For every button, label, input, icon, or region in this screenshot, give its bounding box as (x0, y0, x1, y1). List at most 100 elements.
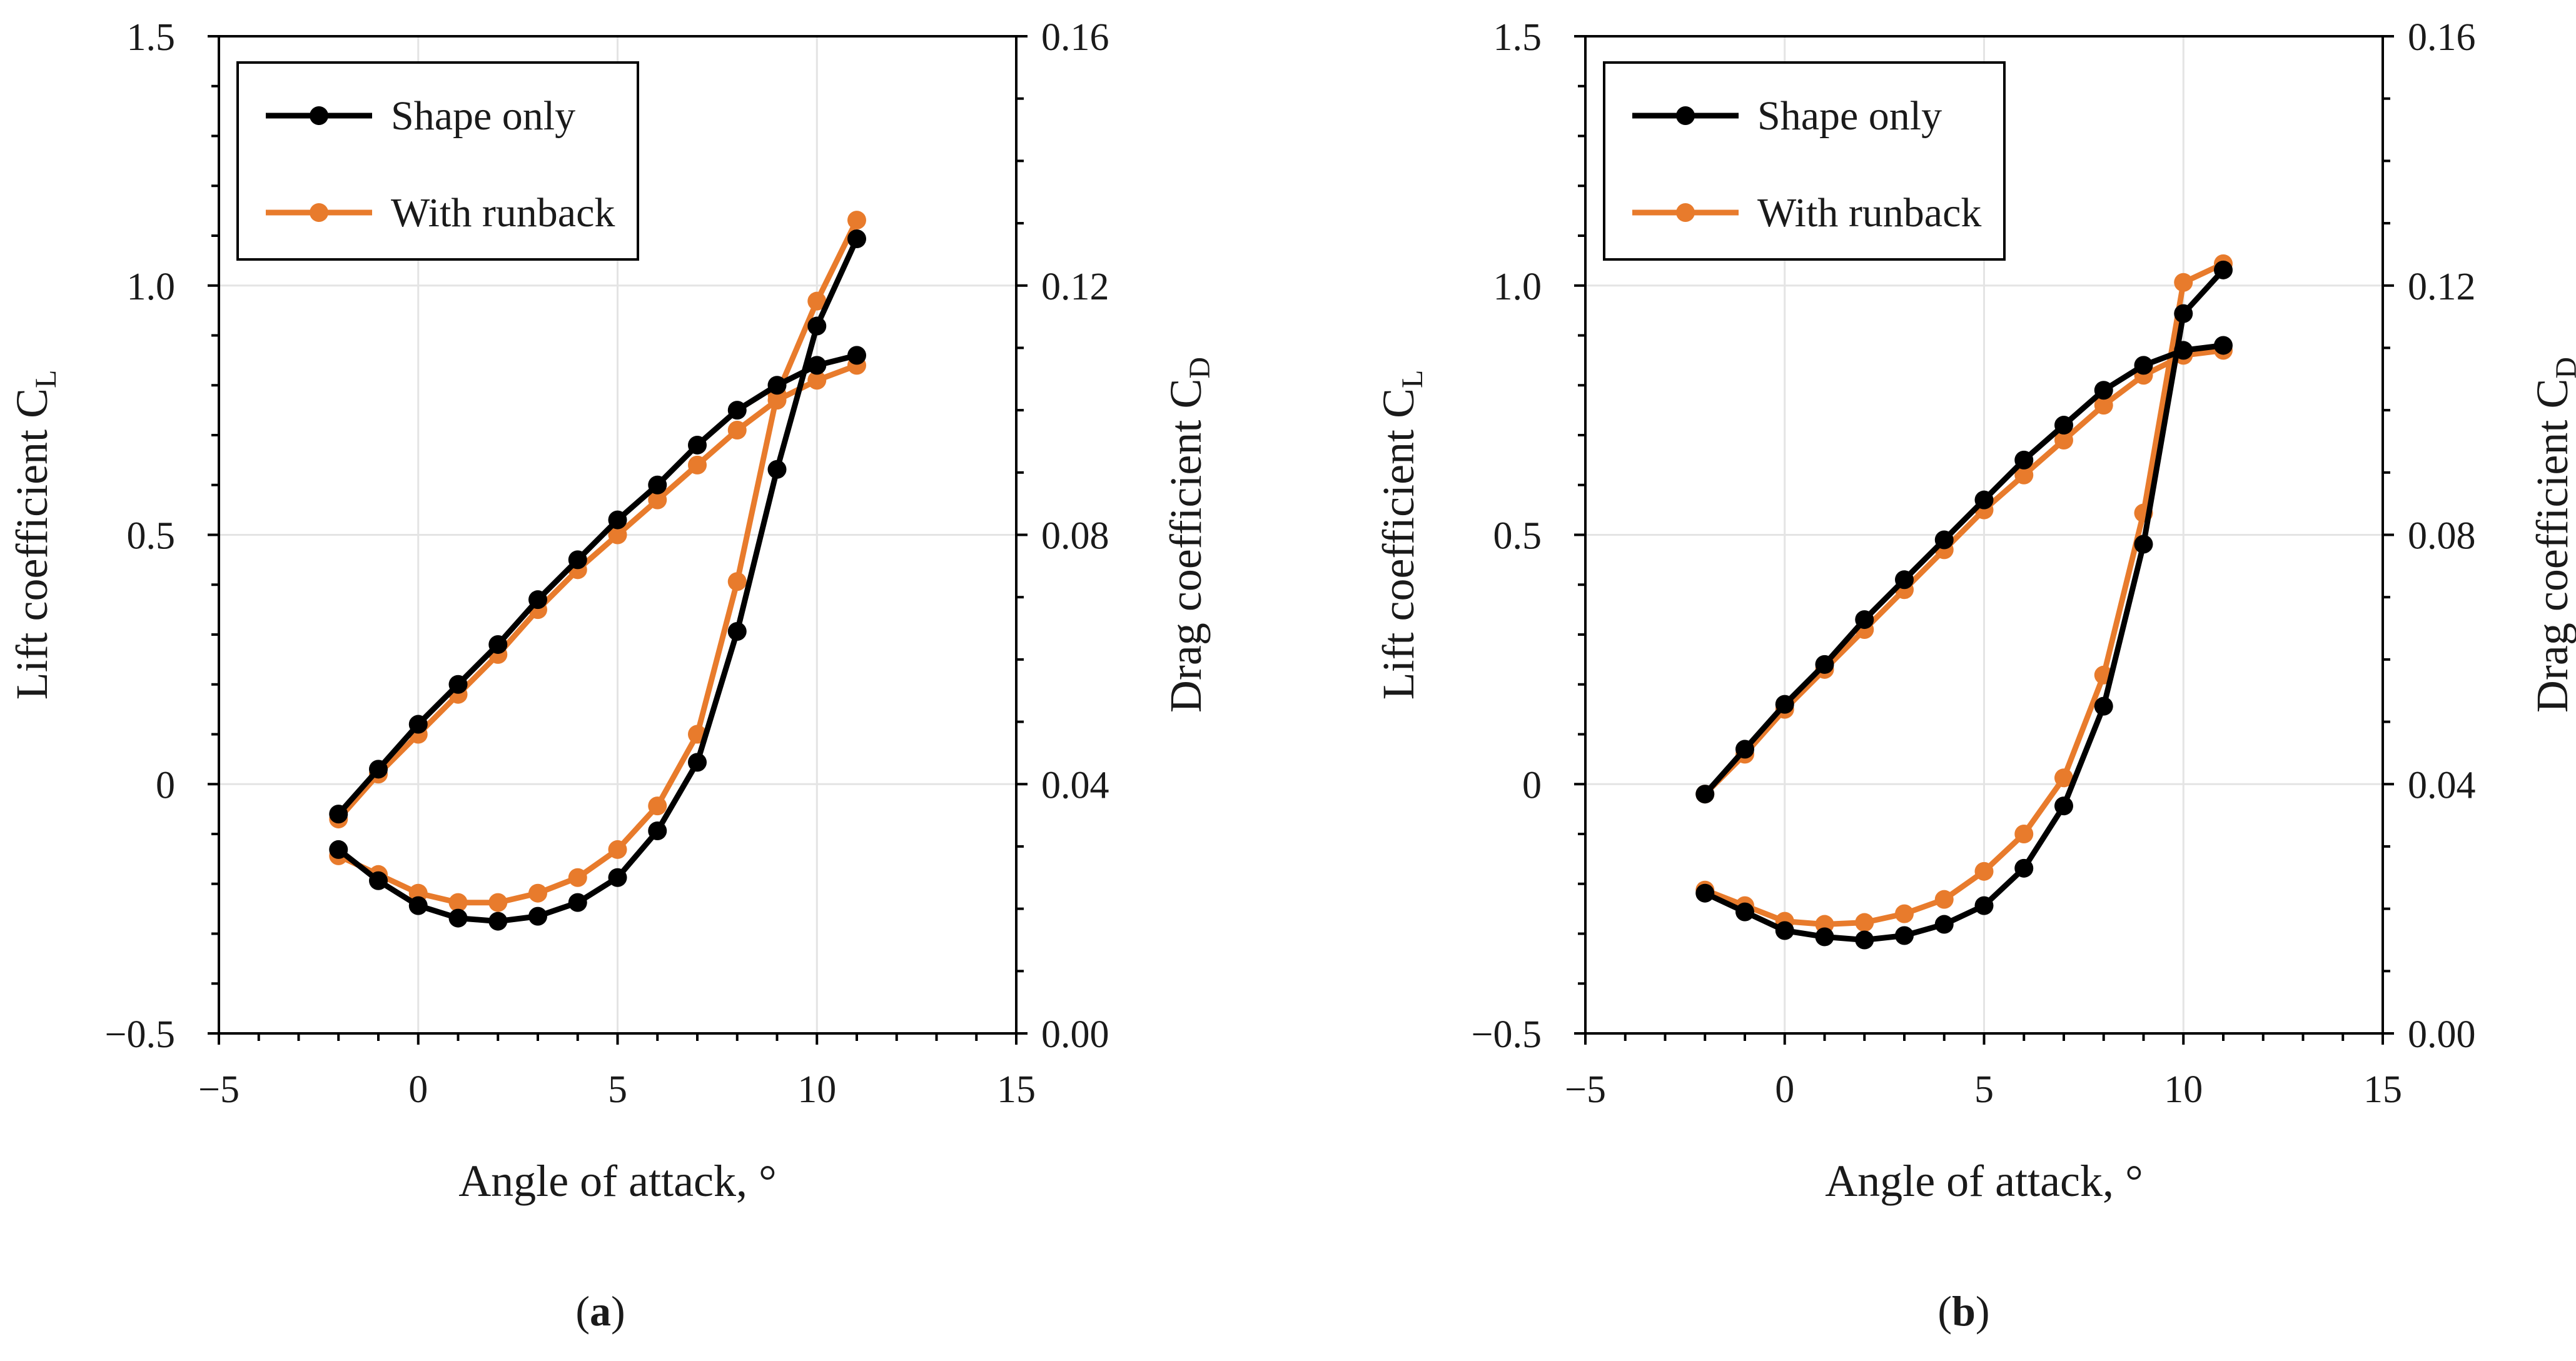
y-right-tick-label: 0.12 (1041, 266, 1109, 308)
data-point-lift-with-runback (727, 421, 747, 440)
y-right-tick-label: 0.16 (2408, 16, 2476, 59)
y-left-axis-title-sub: L (1396, 370, 1429, 388)
y-left-tick-label: 0 (1522, 764, 1542, 806)
data-point-lift-with-runback (2094, 396, 2113, 415)
y-right-axis-title: Drag coefficient CD (2527, 357, 2576, 713)
data-point-drag-with-runback (1934, 890, 1954, 909)
data-point-lift-shape-only (608, 510, 627, 530)
data-point-lift-shape-only (488, 635, 508, 654)
legend-box (1603, 61, 2006, 261)
panel-caption-letter: b (1952, 1287, 1976, 1335)
data-point-drag-with-runback (528, 883, 547, 903)
data-point-drag-with-runback (1974, 861, 1994, 881)
data-point-drag-shape-only (369, 871, 388, 890)
data-point-drag-with-runback (1855, 913, 1874, 932)
data-point-drag-shape-only (329, 840, 348, 859)
data-point-drag-with-runback (727, 572, 747, 591)
data-point-drag-shape-only (1815, 927, 1834, 947)
data-point-lift-shape-only (1775, 695, 1794, 714)
data-point-drag-shape-only (1735, 902, 1754, 922)
x-tick-label: 15 (997, 1068, 1036, 1111)
y-left-tick-label: 1.0 (127, 266, 176, 308)
data-point-drag-shape-only (2054, 796, 2073, 816)
y-right-tick-label: 0.12 (2408, 266, 2476, 308)
y-left-tick-label: 1.5 (1493, 16, 1542, 59)
y-left-tick-label: −0.5 (105, 1013, 175, 1056)
y-right-tick-label: 0.04 (2408, 764, 2476, 806)
data-point-drag-shape-only (1934, 915, 1954, 934)
y-right-tick-label: 0.04 (1041, 764, 1109, 806)
x-axis-title: Angle of attack, ° (1825, 1156, 2143, 1206)
x-tick-label: 10 (2164, 1068, 2203, 1111)
data-point-lift-shape-only (568, 550, 587, 570)
data-point-drag-shape-only (408, 896, 428, 915)
data-point-drag-shape-only (2134, 535, 2153, 554)
y-right-tick-label: 0.00 (1041, 1013, 1109, 1056)
data-point-drag-with-runback (1895, 904, 1914, 923)
chart-panel-b: −5 0 5 10 15 −0.5 0 0.5 1.0 1.5 0.00 0.04 0.08 0.12 0.… (1373, 16, 2576, 1335)
legend-swatch-marker (310, 106, 328, 125)
x-tick-label: −5 (198, 1068, 240, 1111)
data-point-lift-shape-only (767, 376, 787, 395)
data-point-drag-shape-only (528, 906, 547, 926)
data-point-lift-shape-only (1934, 530, 1954, 550)
legend-label: Shape only (391, 93, 575, 139)
data-point-lift-shape-only (688, 435, 707, 455)
x-tick-label: 10 (797, 1068, 836, 1111)
legend-swatch-marker (1676, 106, 1695, 125)
data-point-lift-shape-only (847, 346, 866, 365)
data-point-lift-shape-only (1695, 785, 1715, 804)
data-point-drag-with-runback (488, 893, 508, 912)
data-point-lift-with-runback (688, 455, 707, 475)
data-point-drag-with-runback (448, 893, 468, 912)
y-left-tick-label: −0.5 (1472, 1013, 1542, 1056)
y-left-axis-title: Lift coefficient CL (7, 370, 63, 700)
data-point-drag-shape-only (1775, 921, 1794, 940)
data-point-drag-with-runback (2054, 768, 2073, 788)
data-point-lift-with-runback (608, 525, 627, 545)
data-point-lift-with-runback (2014, 465, 2034, 485)
panel-caption-letter: a (590, 1287, 611, 1335)
data-point-lift-shape-only (727, 401, 747, 420)
panel-caption-open: ( (575, 1287, 590, 1335)
x-tick-label: 0 (408, 1068, 428, 1111)
data-point-lift-shape-only (1815, 655, 1834, 674)
data-point-drag-shape-only (1695, 883, 1715, 903)
data-point-drag-shape-only (1895, 926, 1914, 945)
data-point-drag-shape-only (648, 821, 667, 841)
y-left-tick-label: 1.5 (127, 16, 176, 59)
y-right-tick-label: 0.08 (1041, 515, 1109, 558)
data-point-drag-with-runback (847, 211, 866, 230)
data-point-lift-shape-only (807, 356, 827, 375)
x-axis-title: Angle of attack, ° (458, 1156, 777, 1206)
data-point-drag-shape-only (2214, 260, 2233, 279)
legend-label: With runback (1757, 190, 1981, 236)
data-point-lift-shape-only (648, 475, 667, 495)
data-point-drag-shape-only (688, 753, 707, 772)
data-point-lift-shape-only (1895, 570, 1914, 590)
data-point-lift-shape-only (2014, 450, 2034, 470)
y-right-axis-title: Drag coefficient CD (1161, 357, 1216, 713)
y-left-tick-label: 0.5 (127, 515, 176, 558)
data-point-lift-shape-only (1855, 610, 1874, 630)
legend-swatch-marker (310, 203, 328, 222)
x-tick-label: 5 (608, 1068, 627, 1111)
data-point-lift-shape-only (329, 805, 348, 824)
data-point-lift-shape-only (1735, 740, 1754, 759)
data-point-drag-shape-only (2014, 858, 2034, 878)
data-point-drag-shape-only (488, 912, 508, 931)
data-point-drag-shape-only (847, 229, 866, 248)
data-point-drag-with-runback (2174, 273, 2193, 292)
data-point-lift-shape-only (369, 760, 388, 779)
data-point-drag-shape-only (727, 622, 747, 641)
panel-caption-close: ) (611, 1287, 625, 1335)
legend-box (236, 61, 639, 261)
y-right-tick-label: 0.00 (2408, 1013, 2476, 1056)
y-right-axis-title-sub: D (1183, 357, 1216, 379)
legend-label: With runback (391, 190, 615, 236)
y-right-tick-label: 0.16 (1041, 16, 1109, 59)
y-right-tick-label: 0.08 (2408, 515, 2476, 558)
data-point-lift-shape-only (2214, 336, 2233, 355)
data-point-drag-shape-only (2174, 304, 2193, 323)
x-tick-label: 5 (1974, 1068, 1994, 1111)
